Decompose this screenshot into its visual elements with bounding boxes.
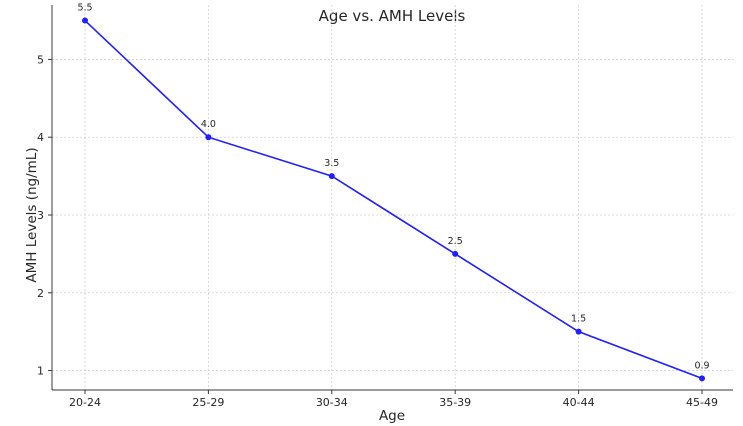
data-point bbox=[205, 134, 212, 141]
series-line bbox=[84, 19, 703, 380]
y-axis-label: AMH Levels (ng/mL) bbox=[24, 147, 40, 282]
x-tick-label: 20-24 bbox=[69, 396, 101, 409]
x-tick-label: 35-39 bbox=[439, 396, 471, 409]
x-tick-label: 25-29 bbox=[192, 396, 224, 409]
data-point bbox=[452, 250, 459, 257]
y-tick-label: 4 bbox=[37, 131, 44, 144]
x-tick-label: 40-44 bbox=[563, 396, 595, 409]
chart-title: Age vs. AMH Levels bbox=[319, 7, 466, 25]
x-tick-label: 45-49 bbox=[686, 396, 718, 409]
data-label: 0.9 bbox=[694, 360, 709, 371]
data-label: 5.5 bbox=[77, 3, 92, 14]
data-label: 3.5 bbox=[324, 158, 339, 169]
axes bbox=[51, 5, 733, 391]
data-label: 2.5 bbox=[448, 236, 463, 247]
x-tick-label: 30-34 bbox=[316, 396, 348, 409]
data-point bbox=[575, 328, 582, 335]
grid-lines bbox=[52, 5, 733, 390]
y-tick-label: 2 bbox=[37, 287, 44, 300]
ticks: 20-24 25-29 30-34 35-39 40-44 45-49 1 2 3 4 5 bbox=[37, 53, 718, 409]
data-point bbox=[699, 375, 705, 382]
y-tick-label: 5 bbox=[37, 53, 44, 66]
data-label: 4.0 bbox=[201, 119, 216, 130]
data-point bbox=[328, 173, 335, 180]
data-point bbox=[82, 17, 88, 24]
data-label: 1.5 bbox=[571, 314, 586, 325]
data-labels: 5.5 4.0 3.5 2.5 1.5 0.9 bbox=[77, 3, 709, 372]
y-tick-label: 3 bbox=[37, 209, 44, 222]
series-amh bbox=[82, 17, 705, 382]
x-axis-label: Age bbox=[379, 408, 405, 424]
y-tick-label: 1 bbox=[37, 365, 44, 378]
